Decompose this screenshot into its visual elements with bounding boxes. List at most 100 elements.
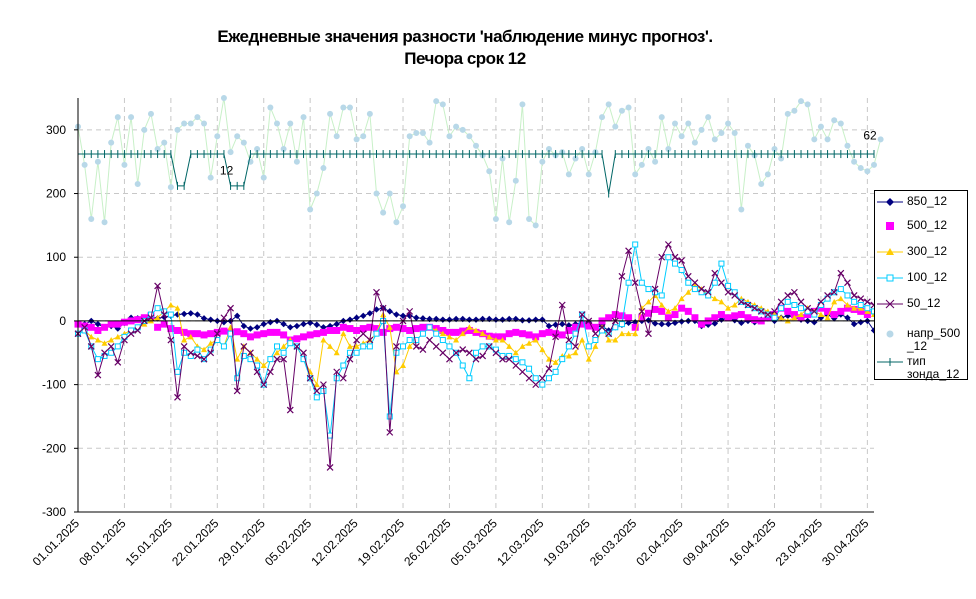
data-point	[512, 356, 519, 363]
legend-swatch-sonde	[877, 358, 903, 366]
data-point	[114, 114, 121, 121]
data-point	[479, 352, 487, 360]
series-500_12	[74, 304, 871, 344]
data-point	[499, 316, 506, 323]
data-point	[174, 393, 181, 401]
y-tick-label: 0	[59, 314, 66, 328]
data-point	[327, 343, 334, 349]
data-point	[704, 288, 712, 296]
data-point	[545, 365, 553, 373]
data-point	[234, 375, 241, 382]
data-point	[811, 318, 818, 326]
data-point	[114, 358, 122, 366]
data-point	[366, 310, 374, 317]
data-point	[353, 314, 360, 321]
data-point	[678, 295, 685, 302]
data-point	[645, 298, 652, 305]
data-point	[187, 333, 194, 340]
data-point	[764, 314, 772, 322]
data-point	[439, 326, 447, 334]
x-tick-label: 08.01.2025	[76, 516, 129, 569]
data-point	[585, 318, 592, 326]
data-point	[320, 337, 327, 343]
legend-label: напр_500	[907, 326, 961, 340]
data-point	[88, 216, 95, 223]
data-point	[400, 343, 407, 350]
data-point	[671, 311, 679, 319]
data-point	[167, 184, 174, 191]
data-point	[532, 316, 539, 323]
data-point	[717, 311, 725, 319]
data-point	[227, 304, 234, 312]
legend-label: 850_12	[907, 194, 948, 208]
data-point	[194, 311, 201, 318]
data-point	[359, 330, 367, 338]
data-point	[207, 340, 214, 346]
data-point	[638, 314, 646, 322]
data-point	[857, 302, 864, 308]
data-point	[88, 333, 95, 340]
data-point	[94, 337, 101, 343]
legend-label: 50_12	[907, 296, 941, 310]
data-point	[180, 310, 188, 318]
data-point	[731, 130, 738, 137]
data-point	[492, 349, 500, 357]
legend-swatch-300	[877, 248, 903, 255]
data-point	[512, 362, 520, 369]
data-point	[658, 114, 665, 121]
data-point	[658, 320, 665, 328]
data-point	[333, 349, 340, 356]
legend-swatch-50	[877, 299, 903, 309]
data-point	[525, 374, 533, 382]
data-point	[777, 298, 785, 306]
data-point	[393, 368, 400, 375]
y-tick-label: -300	[42, 505, 66, 519]
data-point	[406, 133, 413, 140]
data-point	[492, 316, 500, 323]
data-point	[406, 337, 413, 344]
data-point	[220, 314, 228, 322]
data-point	[652, 158, 659, 165]
data-point	[94, 320, 102, 328]
data-point	[545, 145, 552, 152]
data-point	[578, 311, 586, 318]
data-point	[684, 272, 692, 280]
data-point	[280, 343, 287, 349]
data-point	[326, 463, 334, 471]
data-point	[201, 120, 208, 127]
data-point	[154, 323, 162, 331]
data-point	[565, 343, 572, 350]
x-tick-label: 29.01.2025	[215, 516, 268, 569]
data-point	[287, 340, 294, 347]
data-point	[167, 336, 175, 344]
data-point	[108, 139, 115, 146]
data-point	[366, 336, 374, 344]
data-point	[412, 325, 420, 333]
data-point	[718, 279, 725, 287]
data-point	[817, 311, 824, 318]
data-point	[293, 342, 301, 350]
data-point	[678, 256, 686, 264]
data-point	[506, 343, 513, 349]
data-point	[353, 349, 360, 356]
data-point	[625, 314, 633, 322]
data-point	[300, 356, 307, 363]
data-point	[843, 304, 851, 312]
data-point	[512, 315, 519, 323]
data-point	[591, 323, 599, 331]
data-point	[81, 161, 88, 168]
data-point	[446, 333, 453, 340]
data-point	[373, 190, 380, 197]
data-point	[505, 355, 513, 363]
data-point	[784, 298, 791, 305]
data-point	[346, 325, 354, 333]
x-tick-label: 30.04.2025	[819, 516, 872, 569]
data-point	[366, 110, 373, 117]
data-point	[472, 316, 480, 323]
data-point	[837, 286, 844, 293]
data-point	[519, 101, 526, 108]
data-point	[632, 171, 639, 178]
data-point	[578, 320, 586, 328]
legend-label: 100_12	[907, 270, 948, 284]
data-point	[360, 312, 367, 320]
